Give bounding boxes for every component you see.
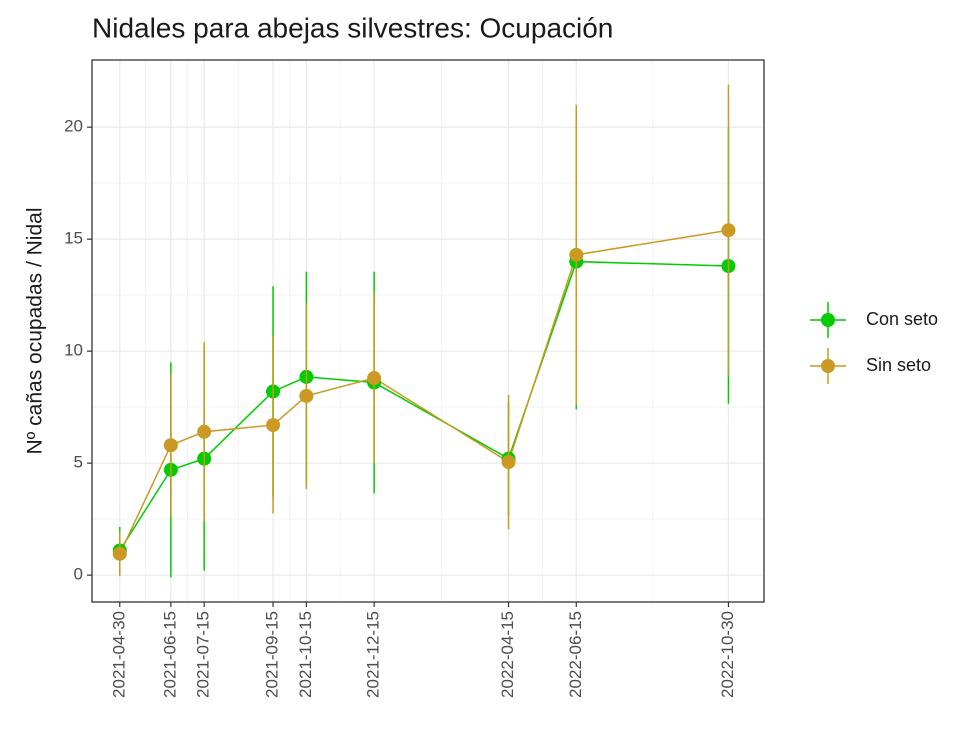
legend: Con seto Sin seto [810, 302, 938, 384]
y-tick-label: 5 [74, 453, 83, 472]
legend-key-point [821, 359, 835, 373]
x-tick-label: 2022-04-15 [498, 611, 517, 698]
x-tick-label: 2021-06-15 [160, 611, 179, 698]
y-tick-label: 15 [64, 229, 83, 248]
x-tick-label: 2022-06-15 [566, 611, 585, 698]
panel-border [91, 59, 765, 603]
point [266, 418, 281, 433]
series-line [119, 229, 729, 555]
y-axis-label: Nº cañas ocupadas / Nidal [24, 208, 47, 455]
x-tick-label: 2021-09-15 [263, 611, 282, 698]
point [163, 438, 178, 453]
point [569, 247, 584, 262]
point [112, 546, 127, 561]
series-line [119, 260, 729, 551]
y-tick-label: 0 [74, 565, 83, 584]
y-tick-label: 10 [64, 341, 83, 360]
chart-title: Nidales para abejas silvestres: Ocupació… [92, 12, 613, 43]
x-tick-label: 2021-12-15 [364, 611, 383, 698]
legend-key-point [821, 313, 835, 327]
x-tick-label: 2021-04-30 [109, 611, 128, 698]
legend-label: Con seto [866, 309, 938, 329]
point [299, 388, 314, 403]
y-tick-label: 20 [64, 117, 83, 136]
point [501, 455, 516, 470]
point [367, 371, 382, 386]
legend-label: Sin seto [866, 355, 931, 375]
x-tick-label: 2021-07-15 [194, 611, 213, 698]
point [721, 223, 736, 238]
x-tick-label: 2021-10-15 [296, 611, 315, 698]
point [197, 424, 212, 439]
x-tick-label: 2022-10-30 [718, 611, 737, 698]
